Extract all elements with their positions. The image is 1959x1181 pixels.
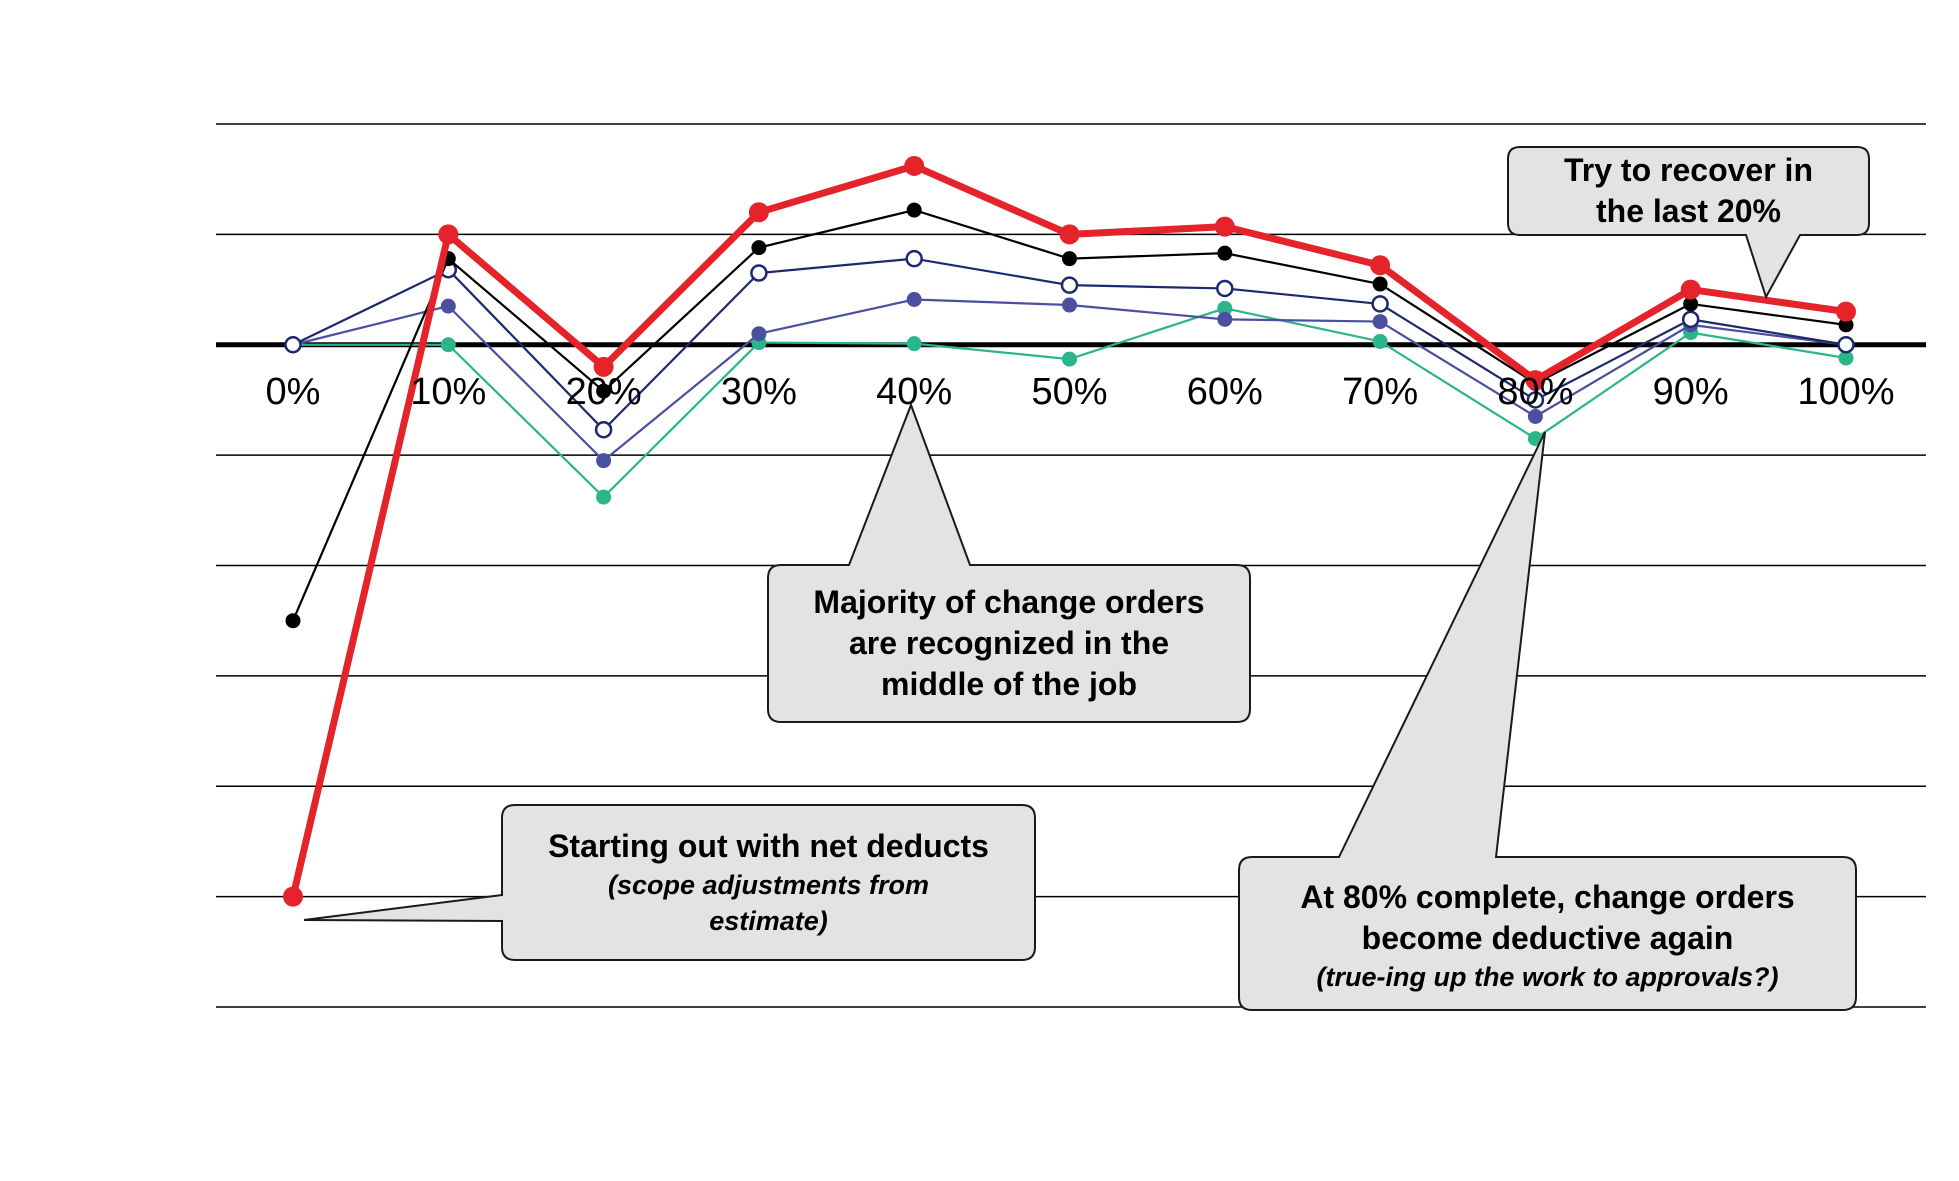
series-5-point <box>440 337 456 353</box>
series-1-point <box>1680 279 1701 300</box>
series-1-point <box>438 224 459 245</box>
series-2-point <box>1062 251 1077 267</box>
series-3-point <box>905 249 923 268</box>
series-3-point <box>1837 336 1855 354</box>
series-5-point <box>1372 333 1388 349</box>
callout-shapes <box>303 146 1870 1011</box>
x-tick-label: 20% <box>566 371 642 413</box>
x-tick-label: 80% <box>1497 371 1573 413</box>
x-tick-labels: 0% 10% 20% 30% 40% 50% 60% 70% 80% 90% 100% <box>266 371 1895 413</box>
series-4-point <box>596 453 612 469</box>
x-tick-label: 0% <box>266 371 321 413</box>
callout-majority: Majority of change orders are recognized… <box>768 582 1250 712</box>
callout-recover-line1: Try to recover in <box>1564 152 1813 188</box>
series-1-point <box>1836 301 1856 322</box>
series-4-point <box>1217 311 1233 327</box>
series-2-point <box>1217 245 1233 261</box>
callout-eighty-sub1: (true-ing up the work to approvals?) <box>1316 962 1779 992</box>
callout-recover-shape <box>1507 146 1870 300</box>
callout-deducts-line1: Starting out with net deducts <box>548 828 989 864</box>
x-tick-label: 70% <box>1342 371 1418 413</box>
series-2 <box>285 202 1854 629</box>
series-2-point <box>906 202 922 218</box>
series-4-point <box>440 298 456 314</box>
callout-recover: Try to recover in the last 20% <box>1508 150 1869 232</box>
series-layer <box>283 155 1856 907</box>
series-3-point <box>1526 391 1545 409</box>
callout-deducts-shape <box>303 804 1036 961</box>
series-5-point <box>596 489 612 505</box>
callout-majority-shape <box>767 402 1251 723</box>
series-3-point <box>1216 279 1234 298</box>
callout-eighty-line1: At 80% complete, change orders <box>1300 879 1795 915</box>
series-2-point <box>285 613 301 629</box>
x-tick-label: 30% <box>721 371 797 413</box>
callout-recover-line2: the last 20% <box>1596 193 1781 229</box>
callout-majority-line1: Majority of change orders <box>813 584 1205 620</box>
series-3-point <box>1371 295 1389 313</box>
series-3-point <box>750 264 768 282</box>
series-1-point <box>748 202 769 223</box>
callout-deducts-sub1: (scope adjustments from <box>607 870 930 900</box>
series-3-point <box>594 420 613 439</box>
x-tick-label: 50% <box>1031 371 1107 413</box>
x-tick-label: 60% <box>1187 371 1263 413</box>
series-1-point <box>904 155 925 176</box>
callout-eighty-shape <box>1238 431 1857 1011</box>
series-3-point <box>284 336 302 354</box>
series-4-point <box>906 291 922 307</box>
x-tick-label: 10% <box>410 371 486 413</box>
callout-majority-line2: are recognized in the <box>848 625 1170 661</box>
callout-deducts-sub2: estimate) <box>709 906 828 936</box>
x-tick-label: 40% <box>876 371 952 413</box>
series-2-point <box>1683 296 1699 312</box>
series-1-point <box>1214 216 1235 237</box>
series-4-point <box>1372 314 1388 330</box>
series-4-point <box>1527 408 1543 424</box>
series-2-point <box>751 240 767 256</box>
series-1-point <box>1525 370 1546 391</box>
series-2-point <box>596 383 612 399</box>
x-tick-label: 90% <box>1653 371 1729 413</box>
series-5-point <box>1838 350 1854 366</box>
series-1-point <box>593 356 614 377</box>
series-1 <box>283 155 1856 907</box>
series-5-point <box>906 336 922 352</box>
callout-deducts: Starting out with net deducts (scope adj… <box>502 826 1035 956</box>
series-3 <box>284 249 1855 439</box>
x-tick-label: 100% <box>1797 371 1894 413</box>
series-3-point <box>1060 276 1079 294</box>
series-2-point <box>1838 317 1854 333</box>
series-2-point <box>1372 276 1388 292</box>
series-1-point <box>1059 224 1080 245</box>
series-1-point <box>1370 255 1391 276</box>
series-3-point <box>1681 310 1700 329</box>
callout-majority-line3: middle of the job <box>881 666 1137 702</box>
series-4-point <box>1062 297 1077 313</box>
series-5-point <box>1217 300 1233 316</box>
series-5-point <box>1062 351 1077 367</box>
series-2-line <box>291 208 1847 622</box>
callout-eighty-line2: become deductive again <box>1361 920 1734 956</box>
callout-eighty: At 80% complete, change orders become de… <box>1239 877 1856 1002</box>
series-4-point <box>751 326 767 342</box>
series-1-point <box>283 886 303 907</box>
